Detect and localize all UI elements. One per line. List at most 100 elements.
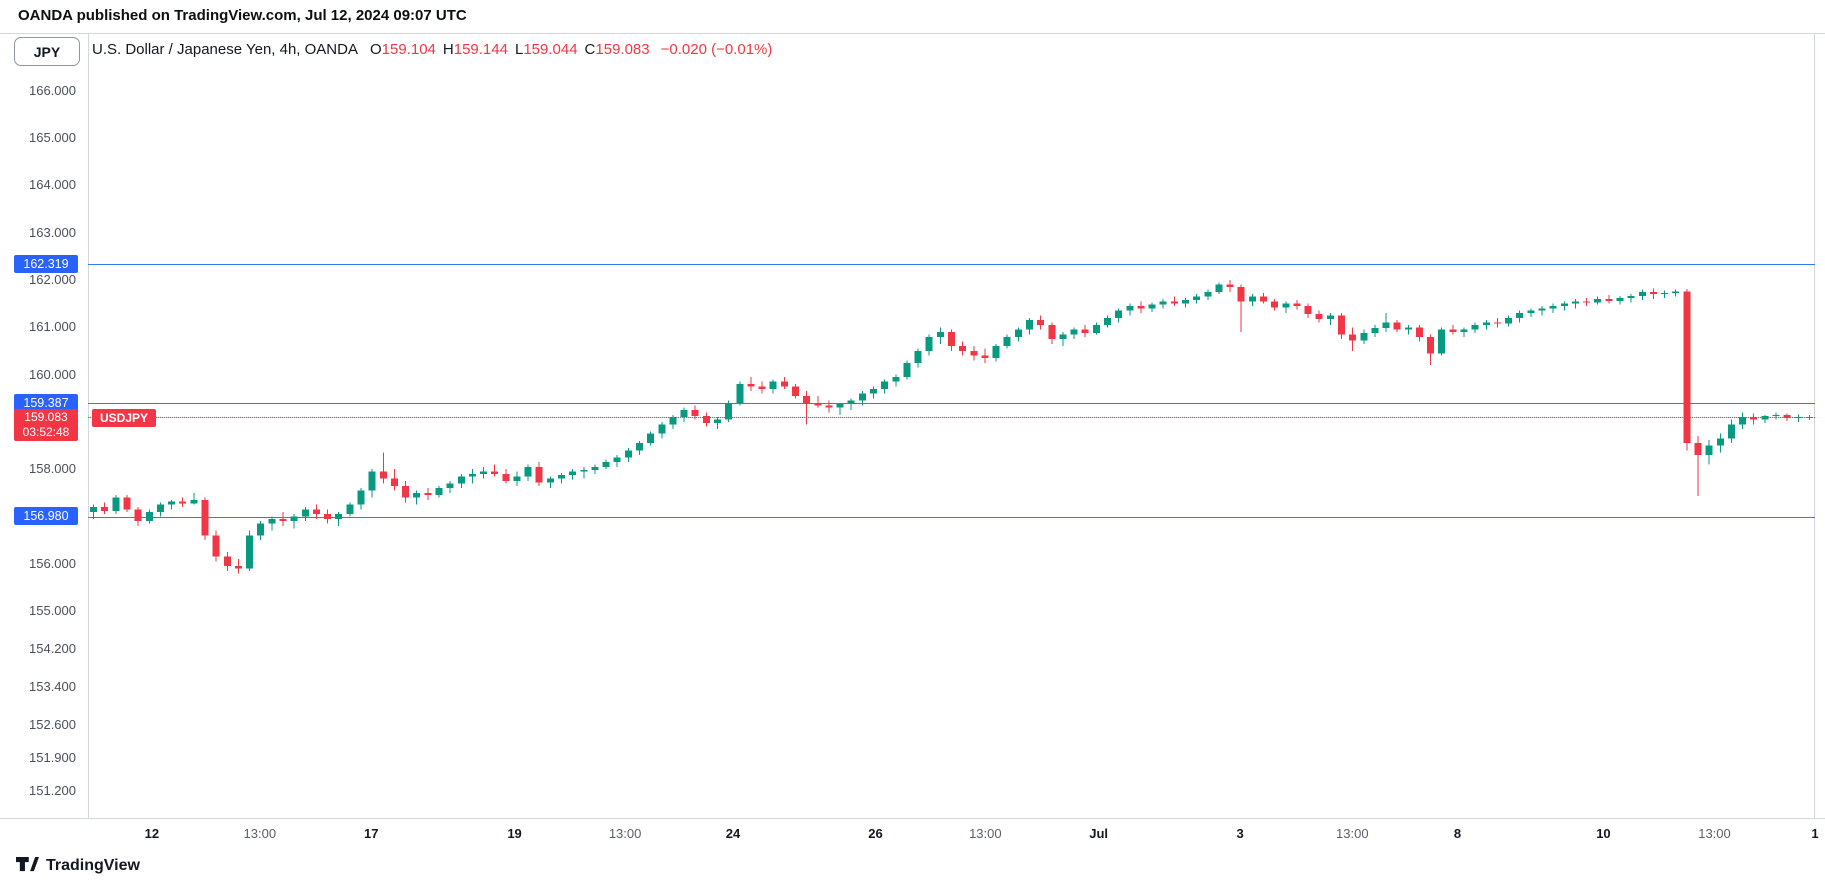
candle-body xyxy=(1538,308,1546,311)
candle-body xyxy=(1148,304,1156,309)
candle-body xyxy=(390,478,398,486)
candle-body xyxy=(1672,291,1680,294)
candle-body xyxy=(747,384,755,387)
candle-body xyxy=(936,332,944,337)
candle-body xyxy=(1560,303,1568,307)
time-axis-label: 13:00 xyxy=(608,826,642,841)
candle-body xyxy=(1516,313,1524,318)
candle-body xyxy=(212,535,220,557)
price-axis-divider[interactable] xyxy=(88,33,89,818)
candle-body xyxy=(134,509,142,522)
price-axis-label: 153.400 xyxy=(29,678,76,694)
candle-body xyxy=(925,336,933,351)
candle-body xyxy=(814,402,822,406)
candle-body xyxy=(1583,301,1591,303)
ohlc-open: O159.104 xyxy=(369,41,436,58)
candle-body xyxy=(1471,324,1479,330)
candle-body xyxy=(736,384,744,403)
candle-body xyxy=(168,501,176,505)
candle-body xyxy=(1237,287,1245,302)
candle-body xyxy=(825,405,833,408)
time-axis-label: 13:00 xyxy=(243,826,277,841)
time-axis-label: Jul xyxy=(1089,826,1109,841)
candle-body xyxy=(591,466,599,471)
candle-body xyxy=(1326,315,1334,319)
level-price-label: 159.387 xyxy=(14,393,78,412)
candle-body xyxy=(1271,301,1279,308)
countdown-label: 03:52:48 xyxy=(22,424,70,439)
candle-body xyxy=(1371,328,1379,333)
candle-body xyxy=(1527,310,1535,314)
candle-body xyxy=(1092,324,1100,333)
candle-body xyxy=(881,381,889,389)
tradingview-logo-text: TradingView xyxy=(46,857,140,874)
price-axis-label: 164.000 xyxy=(29,177,76,193)
candle-body xyxy=(758,386,766,389)
candle-body xyxy=(1694,443,1702,456)
candle-body xyxy=(1337,315,1345,335)
time-axis-label: 1 xyxy=(1811,826,1819,841)
candle-body xyxy=(1438,329,1446,354)
candle-body xyxy=(424,492,432,496)
time-axis-label: 13:00 xyxy=(1336,826,1369,841)
candle-body xyxy=(914,350,922,363)
candle-body xyxy=(1315,314,1323,319)
price-axis-label: 154.200 xyxy=(29,640,76,656)
candle-body xyxy=(714,419,722,423)
candle-body xyxy=(357,490,365,505)
candle-body xyxy=(1783,414,1791,419)
candle-body xyxy=(847,400,855,404)
candle-body xyxy=(1683,291,1691,444)
candle-body xyxy=(1037,320,1045,325)
chart-title: U.S. Dollar / Japanese Yen, 4h, OANDA xyxy=(92,41,358,58)
price-axis-label: 161.000 xyxy=(29,319,76,335)
candle-body xyxy=(123,497,131,510)
candle-body xyxy=(1137,306,1145,309)
candle-body xyxy=(446,483,454,489)
price-axis-label: 165.000 xyxy=(29,130,76,146)
tradingview-logo[interactable]: TradingView xyxy=(16,857,140,875)
candle-body xyxy=(1460,329,1468,333)
candle-body xyxy=(647,433,655,444)
price-axis-label: 152.600 xyxy=(29,716,76,732)
candle-body xyxy=(413,492,421,498)
candle-body xyxy=(992,346,1000,359)
candle-body xyxy=(234,566,242,569)
candle-body xyxy=(257,523,265,536)
candle-body xyxy=(602,462,610,467)
candle-body xyxy=(1727,424,1735,439)
candle-body xyxy=(535,466,543,483)
price-level-line[interactable] xyxy=(88,403,1815,405)
candle-body xyxy=(981,355,989,359)
candle-body xyxy=(1048,324,1056,340)
price-axis-label: 158.000 xyxy=(29,461,76,477)
candle-body xyxy=(90,507,98,512)
candle-body xyxy=(1103,317,1111,325)
candle-body xyxy=(279,518,287,522)
time-axis-label: 13:00 xyxy=(969,826,1002,841)
candle-body xyxy=(402,485,410,498)
candle-body xyxy=(1181,299,1189,304)
candle-body xyxy=(836,403,844,408)
candle-body xyxy=(1159,301,1167,305)
candle-body xyxy=(1025,320,1033,330)
candle-body xyxy=(1070,329,1078,335)
candle-body xyxy=(368,471,376,491)
ohlc-change: −0.020 (−0.01%) xyxy=(660,41,773,58)
price-axis-label: 156.000 xyxy=(29,555,76,571)
price-level-line[interactable] xyxy=(88,264,1815,266)
candle-body xyxy=(903,362,911,377)
candle-body xyxy=(1627,296,1635,298)
time-axis-divider[interactable] xyxy=(0,818,1825,819)
symbol-button[interactable]: JPY xyxy=(14,37,80,66)
candle-body xyxy=(1226,284,1234,288)
candle-body xyxy=(1215,284,1223,292)
candle-body xyxy=(1505,317,1513,324)
candle-body xyxy=(669,417,677,425)
candle-body xyxy=(624,450,632,458)
candle-body xyxy=(513,476,521,482)
candle-body xyxy=(190,499,198,504)
price-level-line[interactable] xyxy=(88,516,1815,518)
chart-legend[interactable]: U.S. Dollar / Japanese Yen, 4h, OANDA O1… xyxy=(92,41,772,58)
